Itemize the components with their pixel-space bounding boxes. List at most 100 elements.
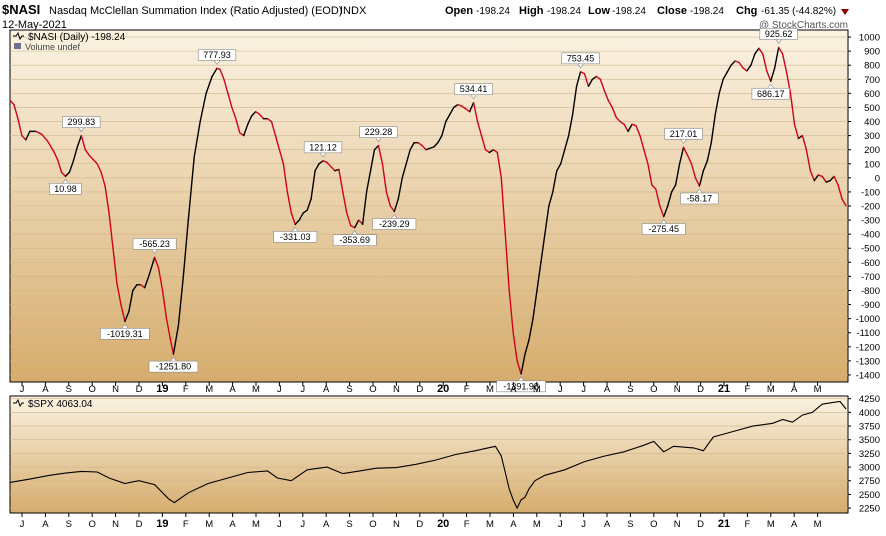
peak-annotation: 753.45	[561, 52, 600, 69]
annotation-pointer	[319, 152, 327, 158]
x-tick-label: M	[814, 519, 822, 530]
x-tick-label: 20	[437, 383, 449, 395]
nasi-line-segment	[785, 71, 792, 95]
exchange-label: INDX	[340, 5, 367, 17]
annotation-box	[454, 83, 493, 95]
annotation-box	[197, 48, 237, 61]
nasi-annotations: 10.98 299.83 -1019.31 -565.23 -1251.80 777.93…	[49, 28, 798, 393]
x-tick-label: A	[323, 384, 330, 395]
nasi-line-segment	[504, 233, 510, 292]
nasi-line-segment	[365, 170, 372, 193]
nasi-line-segment	[9, 99, 15, 106]
annotation-label: -58.17	[687, 194, 713, 204]
x-tick-label: M	[814, 384, 822, 395]
peak-annotation: 229.28	[359, 126, 398, 143]
nasi-line-segment	[401, 163, 407, 179]
nasi-line-segment	[302, 209, 308, 214]
peak-annotation: -1019.31	[100, 323, 150, 340]
x-tick-label: J	[277, 519, 282, 530]
nasi-y-tick-label: -500	[861, 244, 880, 255]
nasi-line-segment	[350, 225, 356, 229]
x-tick-label: O	[650, 519, 657, 530]
peak-annotation: 686.17	[751, 83, 790, 100]
watermark: @ StockCharts.com	[759, 20, 848, 31]
annotation-label: 121.12	[309, 142, 337, 152]
annotation-box	[332, 234, 377, 246]
x-tick-label: D	[136, 519, 143, 530]
nasi-line-segment	[60, 171, 67, 177]
nasi-line-segment	[746, 64, 752, 72]
nasi-line-segment	[532, 289, 538, 320]
x-tick-label: N	[393, 519, 400, 530]
x-tick-label: S	[627, 384, 633, 395]
nasi-line-segment	[552, 170, 558, 193]
x-tick-label: A	[42, 384, 49, 395]
x-tick-label: O	[650, 384, 657, 395]
nasi-line-segment	[165, 317, 172, 341]
x-tick-label: M	[205, 519, 213, 530]
volume-legend-swatch	[14, 43, 21, 49]
nasi-line-segment	[116, 282, 122, 306]
nasi-line-segment	[187, 156, 195, 221]
nasi-line-segment	[441, 120, 447, 137]
nasi-line-segment	[718, 78, 724, 95]
spx-y-tick-label: 2750	[859, 476, 880, 487]
nasi-line-segment	[480, 134, 487, 151]
nasi-line-segment	[722, 71, 728, 80]
nasi-line-segment	[342, 191, 348, 214]
nasi-line-segment	[310, 170, 316, 200]
nasi-line-segment	[397, 177, 403, 200]
nasi-line-segment	[690, 163, 697, 179]
nasi-line-segment	[56, 158, 63, 173]
nasi-line-segment	[813, 174, 819, 182]
nasi-line-segment	[35, 130, 43, 135]
nasi-line-segment	[377, 144, 384, 165]
nasi-y-tick-label: -700	[861, 272, 880, 283]
nasi-line-segment	[445, 113, 451, 123]
nasi-line-segment	[247, 115, 253, 126]
nasi-line-segment	[326, 161, 332, 168]
nasi-line-segment	[464, 108, 471, 113]
nasi-y-tick-label: -300	[861, 216, 880, 227]
nasi-line-segment	[282, 163, 289, 193]
x-tick-label: S	[346, 519, 352, 530]
nasi-line-segment	[837, 184, 843, 200]
quote-low-value: -198.24	[612, 6, 646, 17]
peak-annotation: 777.93	[197, 48, 237, 65]
x-tick-label: A	[791, 384, 798, 395]
nasi-line-segment	[314, 163, 320, 172]
nasi-line-segment	[556, 163, 562, 172]
nasi-line-segment	[385, 191, 392, 207]
peak-annotation: 121.12	[303, 141, 343, 158]
nasi-line-segment	[773, 46, 780, 69]
nasi-line-segment	[172, 324, 180, 355]
x-tick-label: J	[558, 519, 563, 530]
nasi-grid	[10, 36, 848, 376]
nasi-line-segment	[809, 170, 816, 182]
x-tick-label: S	[66, 384, 72, 395]
nasi-line-segment	[235, 118, 241, 134]
annotation-pointer	[775, 39, 782, 44]
x-tick-label: M	[486, 384, 494, 395]
nasi-y-tick-label: -200	[861, 202, 880, 213]
nasi-y-tick-label: 900	[864, 47, 880, 58]
quote-close-value: -198.24	[690, 6, 724, 17]
nasi-line-segment	[266, 118, 273, 123]
annotation-box	[132, 238, 177, 250]
peak-annotation: 10.98	[49, 178, 82, 195]
annotation-label: 217.01	[670, 129, 698, 139]
x-tick-label: A	[791, 519, 798, 530]
nasi-series-line	[9, 46, 847, 375]
spx-y-tick-label: 2250	[859, 504, 880, 515]
x-tick-label: F	[744, 519, 750, 530]
annotation-box	[641, 223, 686, 235]
spx-y-tick-label: 3500	[859, 435, 880, 446]
nasi-line-segment	[548, 191, 554, 207]
nasi-line-segment	[488, 148, 495, 154]
nasi-legend: $NASI (Daily) -198.24	[28, 32, 126, 43]
x-tick-label: A	[604, 384, 611, 395]
x-tick-label: N	[393, 384, 400, 395]
x-tick-label: N	[112, 384, 119, 395]
nasi-y-tick-label: -1000	[856, 314, 880, 325]
